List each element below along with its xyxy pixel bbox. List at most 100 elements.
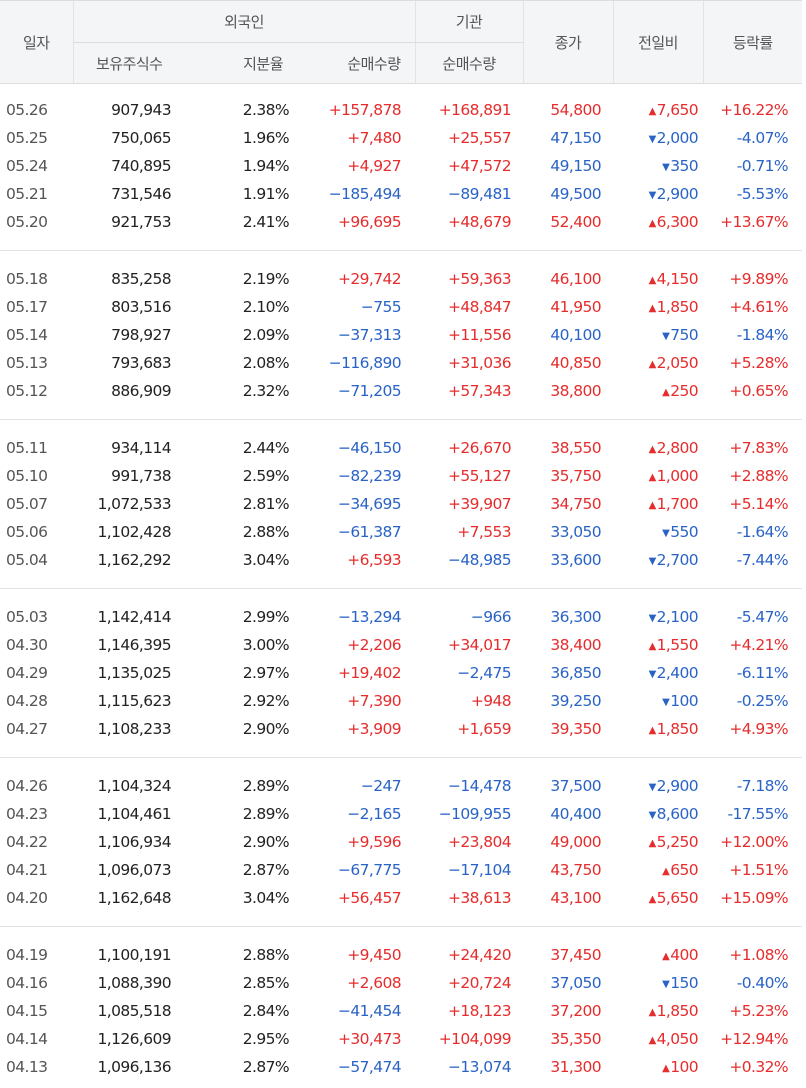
close-cell: 37,450 <box>523 941 613 969</box>
close-cell-value: 37,500 <box>550 777 602 795</box>
foreign-net-cell-value: +3,909 <box>347 720 402 738</box>
rate-cell: +5.14% <box>703 490 802 518</box>
close-cell: 40,100 <box>523 321 613 349</box>
foreign-net-cell-value: +96,695 <box>338 213 402 231</box>
share-ratio-cell-value: 2.10% <box>242 298 290 316</box>
inst-net-cell: +26,670 <box>415 434 523 462</box>
share-ratio-cell-value: 2.32% <box>242 382 290 400</box>
holdings-cell-value: 921,753 <box>111 213 172 231</box>
change-cell-value: 2,050 <box>656 354 699 372</box>
foreign-net-cell: +4,927 <box>303 152 415 180</box>
group-spacer <box>0 420 802 435</box>
share-ratio-cell-value: 2.87% <box>242 1058 290 1076</box>
inst-net-cell: +18,123 <box>415 997 523 1025</box>
rate-cell: +9.89% <box>703 265 802 293</box>
date-cell: 05.25 <box>0 124 73 152</box>
close-cell-value: 41,950 <box>550 298 602 316</box>
close-cell: 39,250 <box>523 687 613 715</box>
share-ratio-cell: 1.91% <box>185 180 303 208</box>
spacer-cell <box>0 927 802 942</box>
header-date: 일자 <box>0 0 73 84</box>
change-cell: ▲1,850 <box>613 997 703 1025</box>
date-cell: 05.24 <box>0 152 73 180</box>
change-cell: ▼2,100 <box>613 603 703 631</box>
close-cell-value: 46,100 <box>550 270 602 288</box>
share-ratio-cell-value: 2.90% <box>242 720 290 738</box>
share-ratio-cell-value: 2.08% <box>242 354 290 372</box>
foreign-net-cell-value: −57,474 <box>338 1058 402 1076</box>
rate-cell-value: -0.25% <box>736 692 789 710</box>
table-row: 05.06 1,102,428 2.88% −61,387 +7,553 33,050 ▼5… <box>0 518 802 546</box>
close-cell: 38,550 <box>523 434 613 462</box>
holdings-cell: 921,753 <box>73 208 185 236</box>
share-ratio-cell: 2.19% <box>185 265 303 293</box>
date-cell: 04.14 <box>0 1025 73 1053</box>
close-cell-value: 38,400 <box>550 636 602 654</box>
triangle-up-icon: ▲ <box>662 1063 670 1074</box>
inst-net-cell-value: +168,891 <box>438 101 512 119</box>
foreign-net-cell: +29,742 <box>303 265 415 293</box>
close-cell: 40,850 <box>523 349 613 377</box>
foreign-net-cell: −2,165 <box>303 800 415 828</box>
inst-net-cell-value: +7,553 <box>457 523 512 541</box>
rate-cell-value: +0.32% <box>729 1058 789 1076</box>
foreign-net-cell-value: +7,480 <box>347 129 402 147</box>
change-cell: ▼550 <box>613 518 703 546</box>
holdings-cell: 1,126,609 <box>73 1025 185 1053</box>
date-cell-value: 05.11 <box>6 439 48 457</box>
rate-cell: +12.94% <box>703 1025 802 1053</box>
change-cell: ▲4,050 <box>613 1025 703 1053</box>
change-cell-value: 2,100 <box>656 608 699 626</box>
foreign-net-cell: −61,387 <box>303 518 415 546</box>
share-ratio-cell-value: 2.92% <box>242 692 290 710</box>
triangle-up-icon: ▲ <box>648 500 657 511</box>
table-row: 05.14 798,927 2.09% −37,313 +11,556 40,100 ▼75… <box>0 321 802 349</box>
inst-net-cell: +48,679 <box>415 208 523 236</box>
foreign-net-cell: −67,775 <box>303 856 415 884</box>
spacer-cell <box>0 405 803 420</box>
holdings-cell-value: 803,516 <box>111 298 172 316</box>
close-cell-value: 31,300 <box>550 1058 602 1076</box>
rate-cell: +0.32% <box>703 1053 802 1081</box>
share-ratio-cell: 2.97% <box>185 659 303 687</box>
inst-net-cell-value: +31,036 <box>448 354 512 372</box>
share-ratio-cell: 2.08% <box>185 349 303 377</box>
triangle-up-icon: ▲ <box>648 838 657 849</box>
inst-net-cell: +47,572 <box>415 152 523 180</box>
close-cell-value: 39,250 <box>550 692 602 710</box>
change-cell-value: 650 <box>670 861 699 879</box>
close-cell-value: 49,150 <box>550 157 602 175</box>
table-row: 05.24 740,895 1.94% +4,927 +47,572 49,150 ▼350… <box>0 152 802 180</box>
date-cell: 04.28 <box>0 687 73 715</box>
close-cell: 52,400 <box>523 208 613 236</box>
close-cell-value: 38,800 <box>550 382 602 400</box>
rate-cell-value: -5.47% <box>736 608 789 626</box>
rate-cell-value: -1.84% <box>736 326 789 344</box>
rate-cell-value: +5.14% <box>729 495 789 513</box>
foreign-net-cell-value: −71,205 <box>338 382 402 400</box>
spacer-cell <box>0 84 802 97</box>
close-cell: 43,750 <box>523 856 613 884</box>
foreign-net-cell: −247 <box>303 772 415 800</box>
triangle-up-icon: ▲ <box>648 641 657 652</box>
rate-cell: -1.84% <box>703 321 802 349</box>
inst-net-cell: −14,478 <box>415 772 523 800</box>
table-row: 04.21 1,096,073 2.87% −67,775 −17,104 43,750 ▲… <box>0 856 802 884</box>
close-cell-value: 35,350 <box>550 1030 602 1048</box>
date-cell-value: 04.13 <box>6 1058 48 1076</box>
share-ratio-cell: 3.04% <box>185 884 303 912</box>
holdings-cell: 1,088,390 <box>73 969 185 997</box>
inst-net-cell: +20,724 <box>415 969 523 997</box>
table-row: 05.25 750,065 1.96% +7,480 +25,557 47,150 ▼2,0… <box>0 124 802 152</box>
rate-cell-value: +0.65% <box>729 382 789 400</box>
holdings-cell: 1,096,136 <box>73 1053 185 1081</box>
close-cell-value: 37,050 <box>550 974 602 992</box>
holdings-cell: 1,142,414 <box>73 603 185 631</box>
foreign-net-cell-value: +56,457 <box>338 889 402 907</box>
holdings-cell: 1,162,292 <box>73 546 185 574</box>
table-row: 04.14 1,126,609 2.95% +30,473 +104,099 35,350… <box>0 1025 802 1053</box>
rate-cell: +4.93% <box>703 715 802 743</box>
date-cell: 05.12 <box>0 377 73 405</box>
triangle-up-icon: ▲ <box>648 218 657 229</box>
holdings-cell: 1,115,623 <box>73 687 185 715</box>
